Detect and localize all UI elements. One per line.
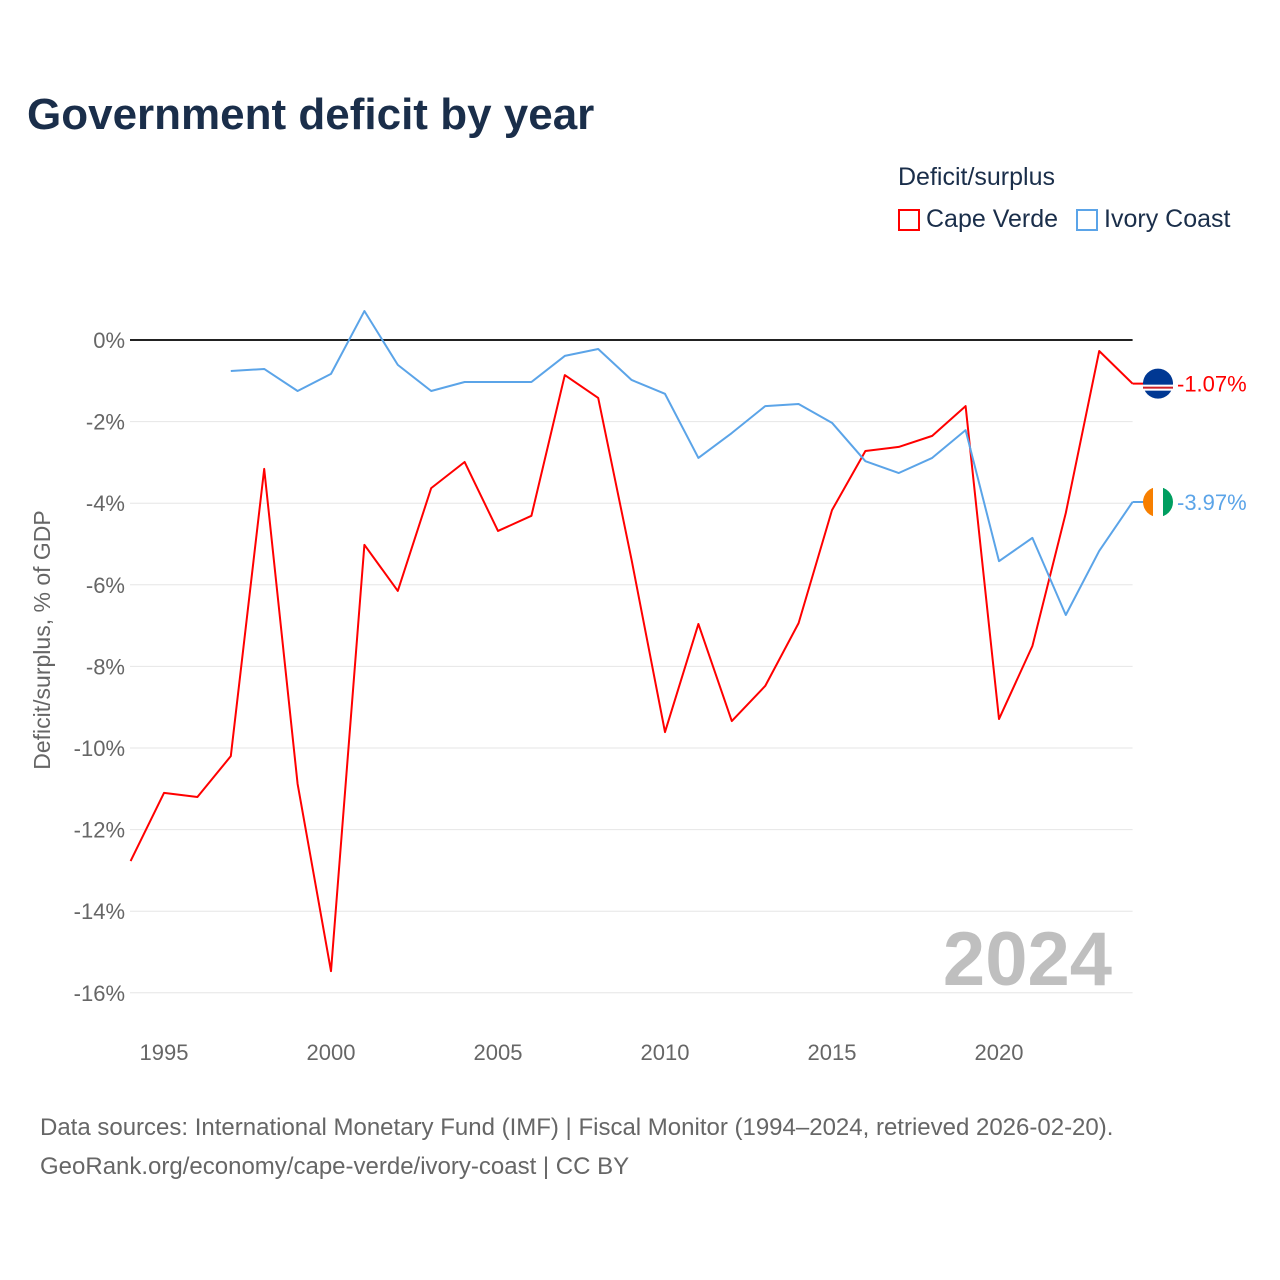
end-value-label: -3.97% <box>1177 490 1247 515</box>
series-line-ivory-coast <box>230 310 1134 616</box>
legend-swatch-cape-verde <box>898 208 920 231</box>
y-tick-label: -14% <box>74 899 125 924</box>
flag-stripe <box>1143 386 1173 389</box>
y-axis-label: Deficit/surplus, % of GDP <box>29 510 55 769</box>
flag-band <box>1153 486 1163 517</box>
x-tick-label: 1995 <box>140 1040 189 1065</box>
x-tick-label: 2005 <box>474 1040 523 1065</box>
series-line-cape-verde <box>129 350 1134 973</box>
data-sources: Data sources: International Monetary Fun… <box>40 1108 1113 1186</box>
legend-label: Ivory Coast <box>1104 205 1231 233</box>
x-tick-label: 2000 <box>307 1040 356 1065</box>
source-line-1: Data sources: International Monetary Fun… <box>40 1114 1114 1141</box>
flag-cape-verde-icon <box>1143 368 1173 399</box>
y-tick-label: -16% <box>74 981 125 1006</box>
legend-label: Cape Verde <box>926 205 1059 233</box>
legend-item-cape-verde[interactable]: Cape Verde <box>898 205 1058 234</box>
legend-swatch-ivory-coast <box>1076 208 1099 231</box>
flag-band <box>1143 486 1153 517</box>
year-watermark: 2024 <box>943 917 1112 1002</box>
x-tick-label: 2020 <box>975 1040 1024 1065</box>
y-tick-label: 0% <box>93 328 125 353</box>
legend-item-ivory-coast[interactable]: Ivory Coast <box>1076 205 1230 234</box>
legend-title: Deficit/surplus <box>898 163 1055 191</box>
y-tick-label: -10% <box>74 736 125 761</box>
x-tick-label: 2015 <box>808 1040 857 1065</box>
legend: Cape Verde Ivory Coast <box>898 205 1230 234</box>
flag-disc <box>1143 368 1173 399</box>
source-line-2[interactable]: GeoRank.org/economy/cape-verde/ivory-coa… <box>40 1153 630 1180</box>
flag-body <box>1143 486 1173 517</box>
flag-band <box>1163 486 1173 517</box>
y-tick-label: -6% <box>86 573 125 598</box>
end-value-label: -1.07% <box>1177 372 1247 397</box>
y-tick-label: -8% <box>86 654 125 679</box>
y-tick-label: -2% <box>86 410 125 435</box>
y-tick-label: -12% <box>74 818 125 843</box>
chart-title: Government deficit by year <box>27 90 595 139</box>
y-tick-label: -4% <box>86 491 125 516</box>
x-tick-label: 2010 <box>641 1040 690 1065</box>
flag-ivory-coast-icon <box>1143 486 1173 517</box>
